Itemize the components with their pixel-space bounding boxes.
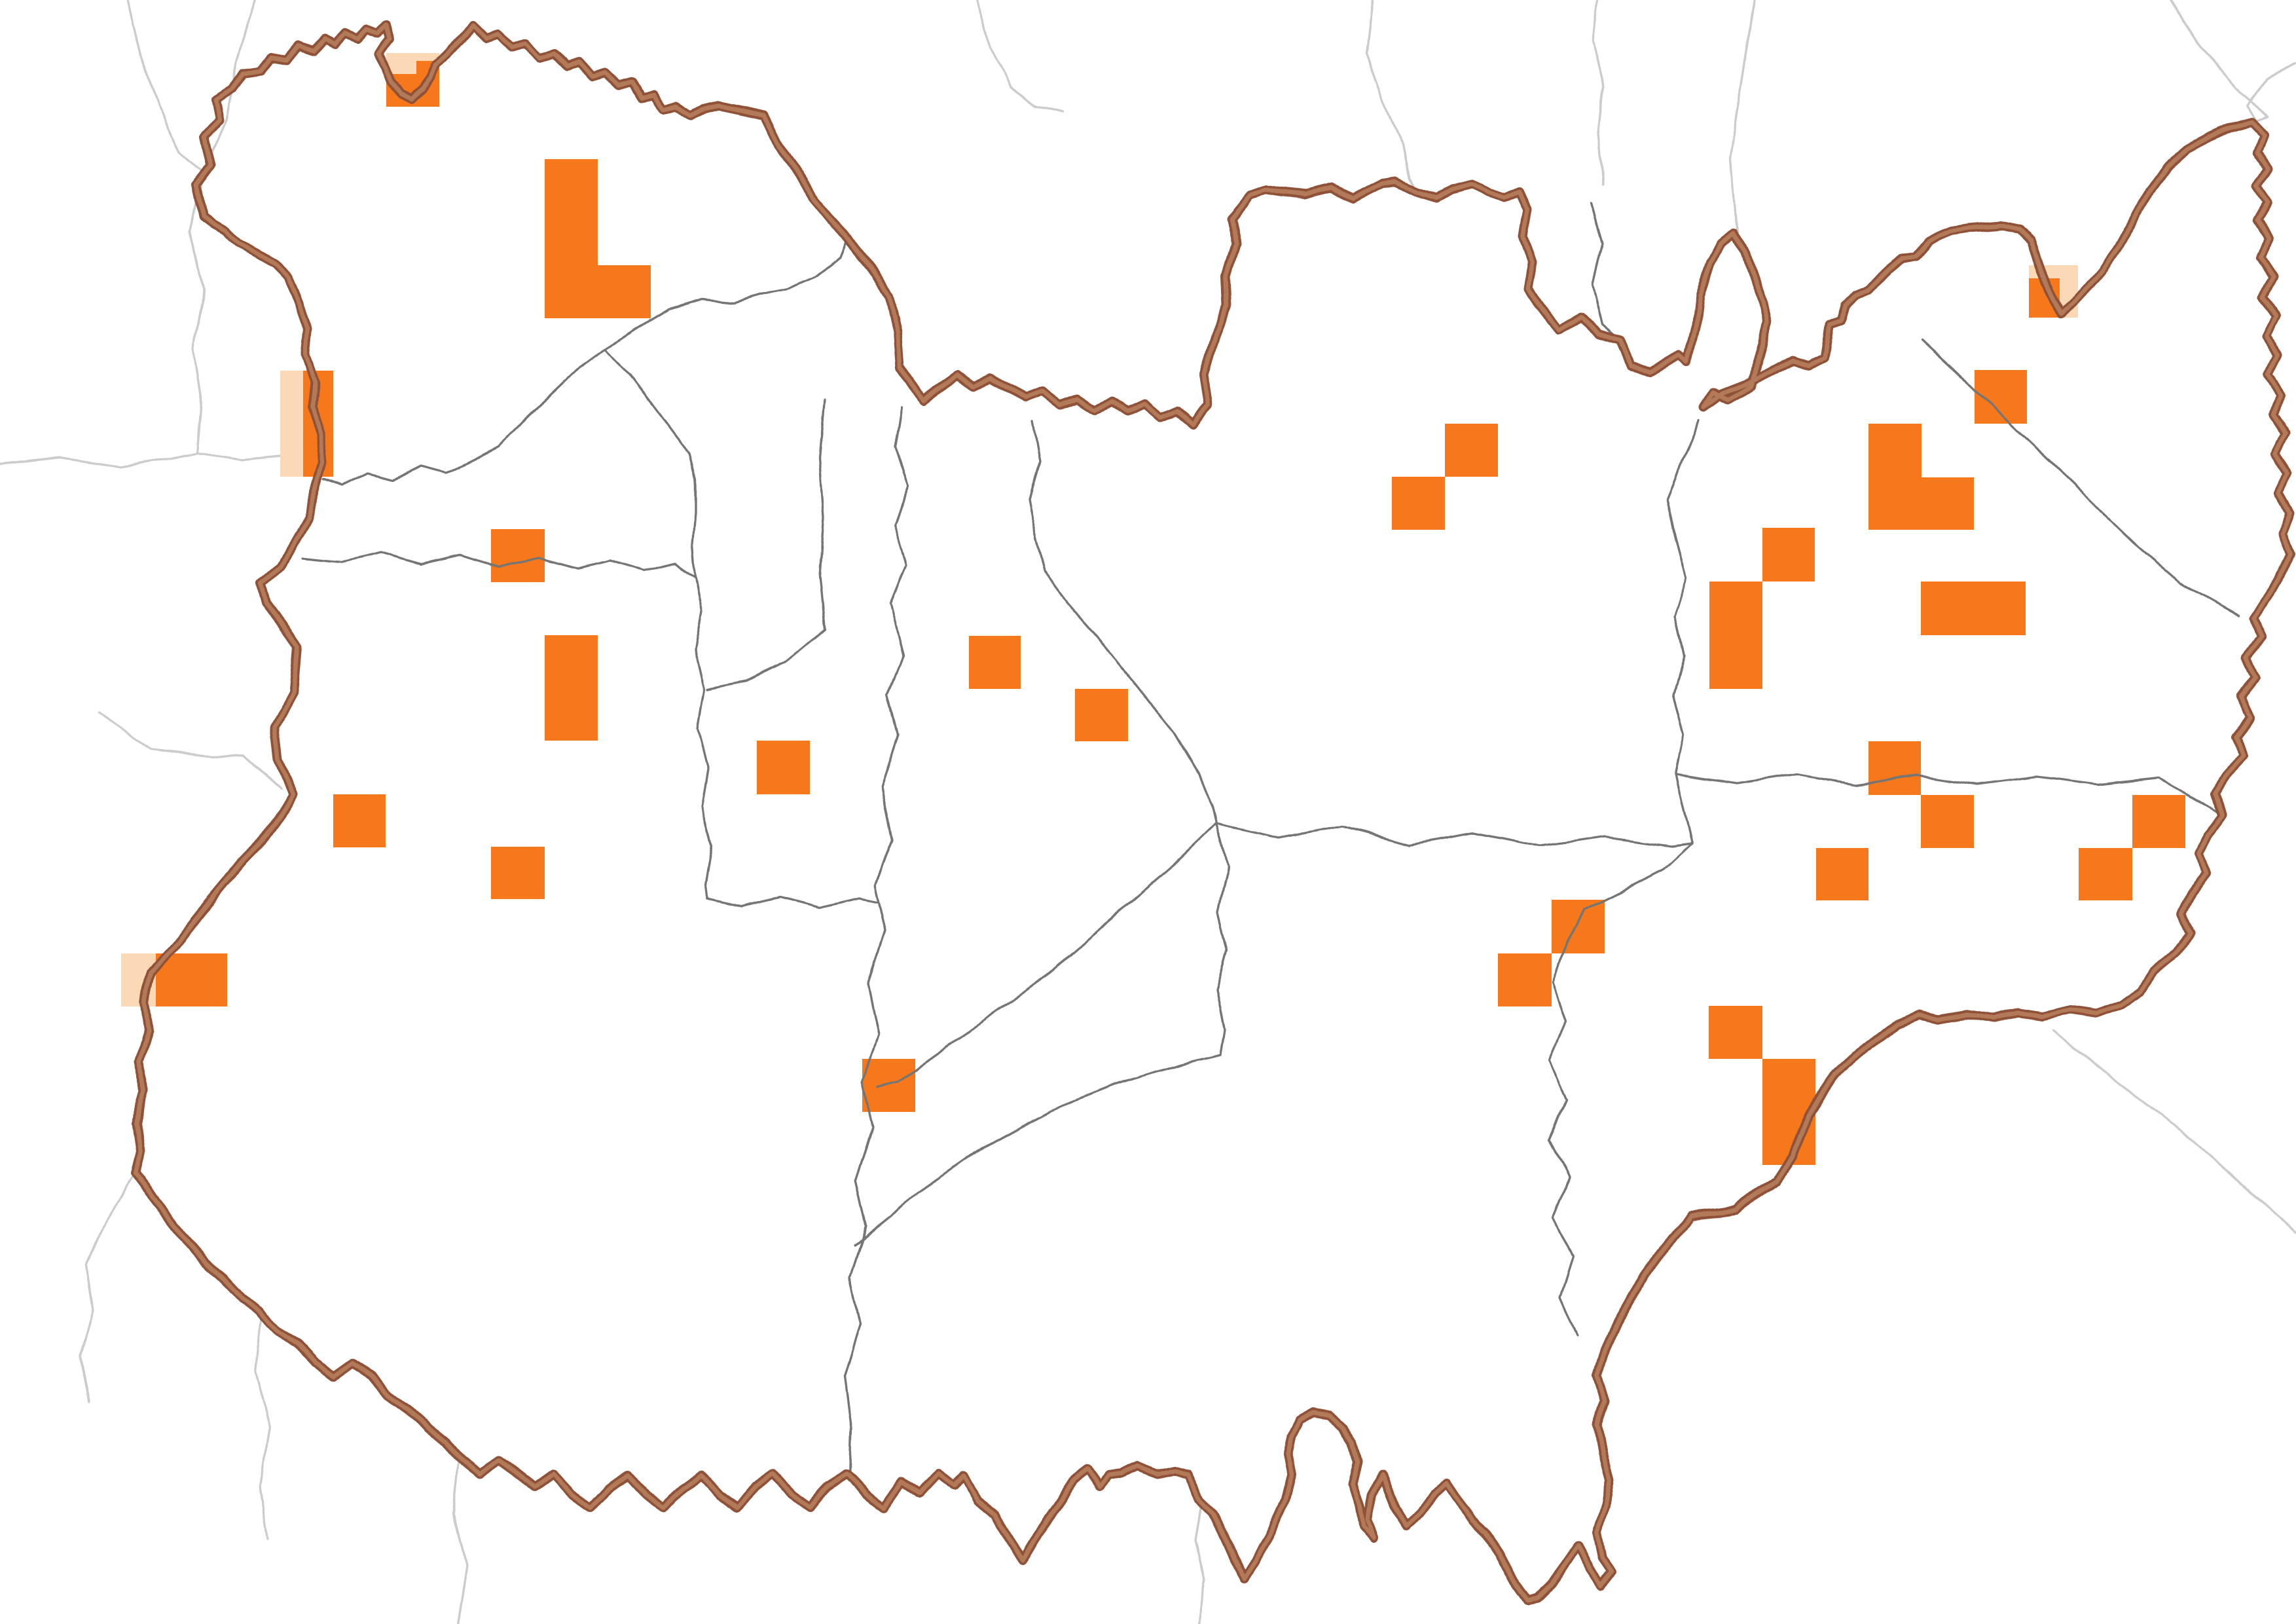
department-border-line <box>604 241 847 350</box>
department-border-line <box>321 348 606 487</box>
grid-cell[interactable] <box>862 1059 915 1112</box>
grid-cells-outside-region <box>121 53 2078 1165</box>
neighbor-border-line <box>1364 0 1417 193</box>
grid-cell[interactable] <box>1921 581 2026 635</box>
department-border-line <box>604 348 697 579</box>
grid-cell[interactable] <box>2132 795 2185 848</box>
grid-cell[interactable] <box>2079 848 2132 900</box>
neighbor-border-line <box>2051 1028 2296 1234</box>
grid-cell[interactable] <box>491 529 545 582</box>
grid-cell[interactable] <box>1868 741 1921 795</box>
region-border-core <box>132 22 2293 1604</box>
grid-cell[interactable] <box>1498 953 1552 1006</box>
grid-cell[interactable] <box>757 741 810 794</box>
neighbor-border-line <box>1194 1500 1206 1624</box>
grid-cell[interactable] <box>969 636 1021 689</box>
neighbor-border-line <box>452 1460 467 1624</box>
department-border-line <box>853 1054 1222 1246</box>
grid-cell[interactable] <box>1921 795 1974 848</box>
department-border-line <box>707 896 880 909</box>
department-border-line <box>1590 202 1621 342</box>
neighbor-border-line <box>127 0 204 173</box>
department-border-line <box>1921 339 2240 617</box>
department-border-line <box>694 576 713 900</box>
grid-cell[interactable] <box>1762 528 1815 581</box>
grid-cell[interactable] <box>1552 900 1605 953</box>
neighbor-border-line <box>189 0 257 454</box>
grid-cell[interactable] <box>545 635 598 741</box>
grid-cell[interactable] <box>545 159 598 318</box>
neighbor-border-line <box>2170 0 2270 123</box>
department-border-line <box>843 406 910 1483</box>
grid-cell-clipped[interactable] <box>156 953 227 1006</box>
neighbor-border-line <box>2246 62 2296 123</box>
grid-cell[interactable] <box>1816 848 1868 900</box>
neighbor-border-line <box>97 711 283 790</box>
department-borders <box>301 202 2240 1483</box>
grid-cells-inside-clip <box>156 61 2060 1006</box>
neighbor-border-line <box>79 1172 136 1404</box>
grid-cells <box>333 159 2185 1165</box>
grid-cell[interactable] <box>598 265 651 318</box>
grid-cell[interactable] <box>1445 424 1498 477</box>
grid-cell[interactable] <box>1392 477 1445 530</box>
department-border-line <box>876 822 1218 1088</box>
department-border-line <box>1028 420 1218 825</box>
department-border-line <box>1215 822 1694 847</box>
neighbor-border-line <box>254 1311 271 1540</box>
grid-cell[interactable] <box>333 794 386 847</box>
department-border-line <box>1675 773 2218 813</box>
neighbor-border-line <box>975 0 1063 114</box>
department-border-line <box>1215 822 1230 1057</box>
grid-cell[interactable] <box>1075 689 1128 741</box>
grid-cell[interactable] <box>1868 424 1922 530</box>
department-border-line <box>707 398 826 690</box>
neighbor-border-line <box>1592 0 1605 186</box>
region-border <box>130 20 2295 1606</box>
department-border-line <box>301 551 697 579</box>
neighbor-border-line <box>1728 0 1756 234</box>
grid-cell[interactable] <box>491 847 545 899</box>
neighbor-border-line <box>0 452 199 468</box>
grid-cell[interactable] <box>1709 581 1762 689</box>
grid-cell[interactable] <box>1922 477 1974 530</box>
grid-cell[interactable] <box>1709 1006 1762 1059</box>
department-border-line <box>1548 419 1701 1337</box>
